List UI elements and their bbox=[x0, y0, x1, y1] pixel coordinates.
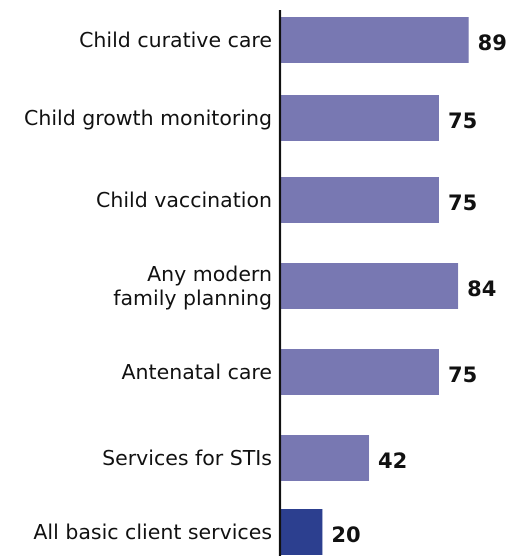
category-label-3-line-1: family planning bbox=[113, 286, 272, 310]
value-label-0: 89 bbox=[478, 31, 507, 55]
bar-3 bbox=[280, 263, 459, 309]
value-label-6: 20 bbox=[331, 523, 360, 547]
category-label-4-line-0: Antenatal care bbox=[122, 360, 272, 384]
bar-4 bbox=[280, 349, 439, 395]
category-label-2-line-0: Child vaccination bbox=[96, 188, 272, 212]
bar-0 bbox=[280, 17, 469, 63]
bar-1 bbox=[280, 95, 439, 141]
category-label-0-line-0: Child curative care bbox=[79, 28, 272, 52]
category-label-1-line-0: Child growth monitoring bbox=[24, 106, 272, 130]
value-label-5: 42 bbox=[378, 449, 407, 473]
value-label-4: 75 bbox=[448, 363, 477, 387]
value-label-2: 75 bbox=[448, 191, 477, 215]
category-label-0: Child curative care bbox=[79, 28, 272, 52]
value-label-1: 75 bbox=[448, 109, 477, 133]
category-label-5: Services for STIs bbox=[102, 446, 272, 470]
bar-2 bbox=[280, 177, 439, 223]
category-label-1: Child growth monitoring bbox=[24, 106, 272, 130]
category-label-4: Antenatal care bbox=[122, 360, 272, 384]
category-label-2: Child vaccination bbox=[96, 188, 272, 212]
category-label-5-line-0: Services for STIs bbox=[102, 446, 272, 470]
bars-layer bbox=[280, 17, 469, 555]
labels-layer: 89 Child curative care 75 Child growth moni… bbox=[24, 28, 507, 547]
category-label-3-line-0: Any modern bbox=[147, 262, 272, 286]
bar-6 bbox=[280, 509, 323, 555]
bar-5 bbox=[280, 435, 370, 481]
value-label-3: 84 bbox=[467, 277, 496, 301]
category-label-3: Any modern family planning bbox=[113, 262, 272, 310]
category-label-6: All basic client services bbox=[33, 520, 272, 544]
category-label-6-line-0: All basic client services bbox=[33, 520, 272, 544]
